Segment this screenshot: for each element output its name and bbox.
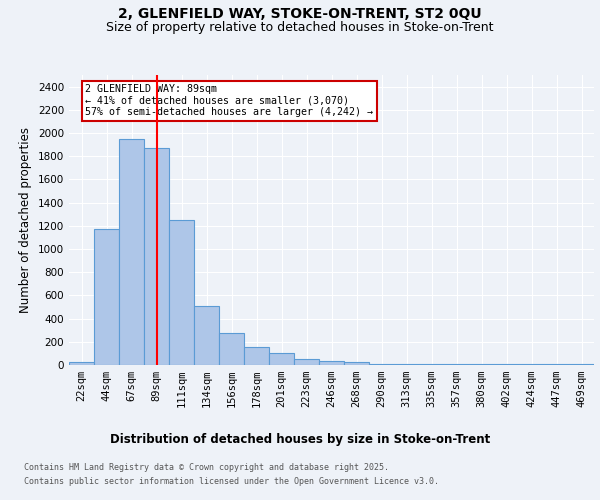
Bar: [419, 364, 444, 365]
Bar: [319, 361, 344, 365]
Text: Contains HM Land Registry data © Crown copyright and database right 2025.: Contains HM Land Registry data © Crown c…: [24, 464, 389, 472]
Bar: [569, 364, 594, 365]
Bar: [269, 354, 294, 365]
Y-axis label: Number of detached properties: Number of detached properties: [19, 127, 32, 313]
Bar: [369, 364, 394, 365]
Bar: [244, 347, 269, 365]
Text: 2 GLENFIELD WAY: 89sqm
← 41% of detached houses are smaller (3,070)
57% of semi-: 2 GLENFIELD WAY: 89sqm ← 41% of detached…: [85, 84, 373, 117]
Text: Contains public sector information licensed under the Open Government Licence v3: Contains public sector information licen…: [24, 477, 439, 486]
Text: Size of property relative to detached houses in Stoke-on-Trent: Size of property relative to detached ho…: [106, 21, 494, 34]
Bar: [119, 139, 144, 365]
Bar: [294, 358, 319, 365]
Text: 2, GLENFIELD WAY, STOKE-ON-TRENT, ST2 0QU: 2, GLENFIELD WAY, STOKE-ON-TRENT, ST2 0Q…: [118, 8, 482, 22]
Bar: [394, 364, 419, 365]
Bar: [69, 362, 94, 365]
Bar: [219, 333, 244, 365]
Bar: [544, 364, 569, 365]
Bar: [194, 306, 219, 365]
Bar: [519, 364, 544, 365]
Bar: [469, 364, 494, 365]
Bar: [169, 220, 194, 365]
Text: Distribution of detached houses by size in Stoke-on-Trent: Distribution of detached houses by size …: [110, 432, 490, 446]
Bar: [494, 364, 519, 365]
Bar: [94, 228, 119, 365]
Bar: [344, 362, 369, 365]
Bar: [144, 148, 169, 365]
Bar: [444, 364, 469, 365]
